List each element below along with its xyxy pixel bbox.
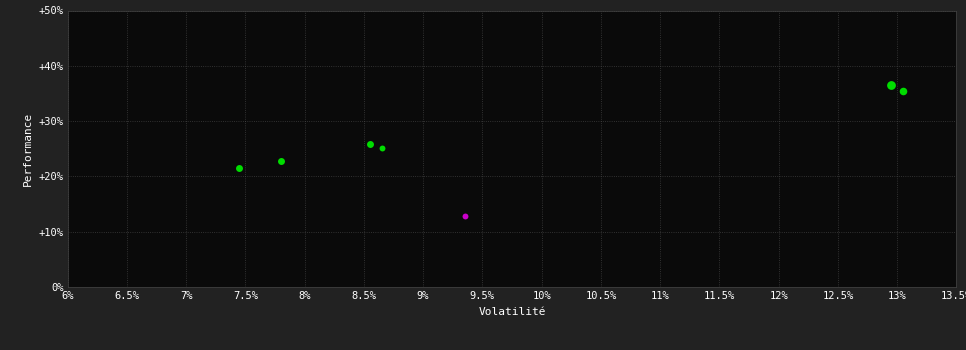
Point (362, 141, 378, 147)
Point (457, 214, 472, 219)
Y-axis label: Performance: Performance (23, 112, 33, 186)
Point (232, 165, 247, 171)
Point (884, 82, 899, 88)
Point (374, 145, 389, 150)
Point (273, 158, 289, 164)
X-axis label: Volatilité: Volatilité (478, 307, 546, 317)
Point (895, 88, 911, 93)
